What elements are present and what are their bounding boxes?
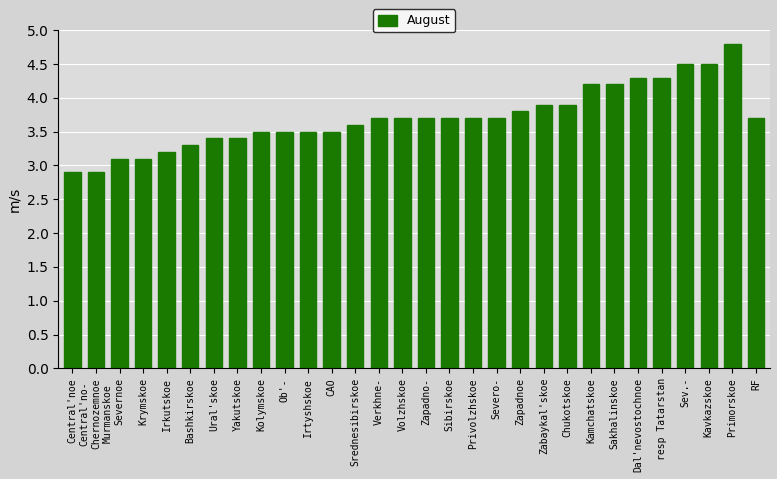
Bar xyxy=(630,78,646,368)
Bar xyxy=(371,118,387,368)
Bar xyxy=(559,104,576,368)
Bar xyxy=(535,104,552,368)
Bar xyxy=(206,138,222,368)
Bar xyxy=(606,84,622,368)
Bar xyxy=(64,172,81,368)
Bar xyxy=(512,111,528,368)
Bar xyxy=(347,125,364,368)
Legend: August: August xyxy=(373,10,455,33)
Bar xyxy=(182,145,198,368)
Bar xyxy=(277,132,293,368)
Bar xyxy=(747,118,764,368)
Bar xyxy=(323,132,340,368)
Bar xyxy=(489,118,505,368)
Bar xyxy=(724,44,740,368)
Bar xyxy=(701,64,717,368)
Bar xyxy=(300,132,316,368)
Bar xyxy=(441,118,458,368)
Bar xyxy=(229,138,246,368)
Bar xyxy=(653,78,670,368)
Bar xyxy=(135,159,152,368)
Bar xyxy=(465,118,481,368)
Bar xyxy=(253,132,269,368)
Bar xyxy=(159,152,175,368)
Bar xyxy=(111,159,127,368)
Bar xyxy=(583,84,599,368)
Bar xyxy=(677,64,693,368)
Bar xyxy=(394,118,410,368)
Bar xyxy=(88,172,104,368)
Y-axis label: m/s: m/s xyxy=(7,187,21,212)
Bar xyxy=(418,118,434,368)
